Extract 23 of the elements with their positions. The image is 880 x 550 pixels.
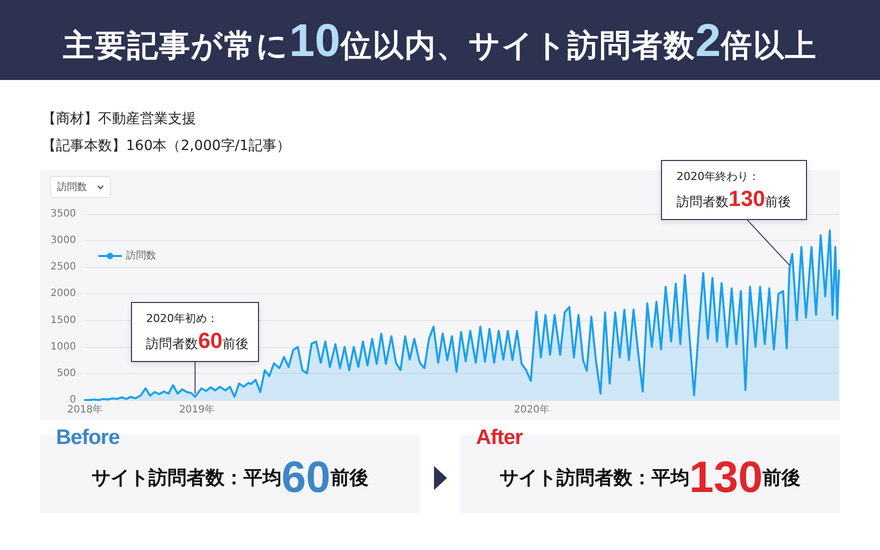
- y-tick-label: 1000: [50, 341, 76, 352]
- x-tick-label: 2018年: [67, 404, 103, 416]
- callout-box: 2020年初め：訪問者数60前後: [131, 302, 260, 362]
- annotation: 2020年終わり：訪問者数130前後: [676, 169, 792, 212]
- chart-subtitle: 【商材】不動産営業支援: [42, 110, 197, 129]
- callout-box: 2020年終わり：訪問者数130前後: [661, 160, 808, 220]
- text: After: [476, 426, 523, 449]
- y-tick-label: 0: [70, 394, 76, 406]
- y-tick-label: 3500: [50, 208, 76, 220]
- y-tick-label: 3000: [50, 235, 76, 246]
- y-axis-title: 訪問数: [57, 180, 87, 194]
- x-tick-label: 2019年: [179, 404, 215, 416]
- y-tick-label: 2000: [50, 288, 76, 300]
- y-tick-label: 500: [56, 368, 76, 379]
- legend-label: 訪問数: [126, 250, 156, 262]
- annotation: 2020年初め：訪問者数60前後: [146, 310, 249, 353]
- y-tick-label: 2500: [50, 262, 76, 273]
- chart-title: 主要記事が常に10位以内、サイト訪問者数2倍以上: [63, 14, 817, 66]
- x-tick-label: 2020年: [514, 404, 550, 416]
- text: Before: [56, 426, 120, 449]
- text: 【記事本数】160本（2,000字/1記事）: [42, 137, 290, 156]
- dropdown: 訪問数: [50, 176, 111, 198]
- y-tick-label: 1500: [50, 314, 76, 326]
